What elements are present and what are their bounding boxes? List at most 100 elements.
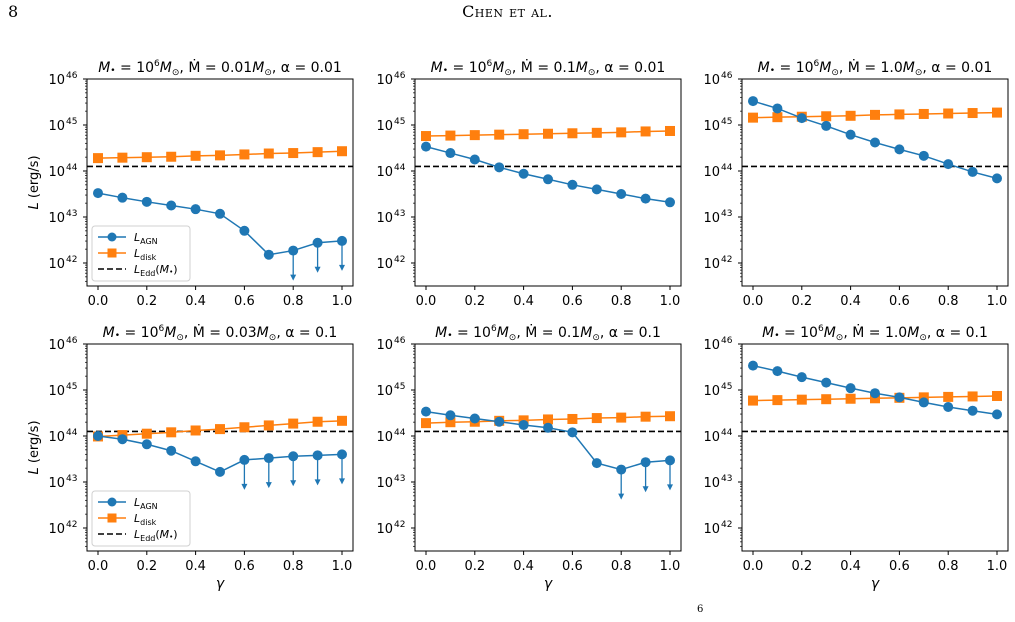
x-tick-label: 0.4 (185, 559, 206, 574)
x-tick-label: 0.6 (234, 294, 255, 309)
y-tick-label: 10 (376, 73, 393, 88)
agn-point (870, 388, 880, 399)
agn-point (421, 406, 431, 417)
disk-point (239, 422, 250, 433)
panel-title: M• = 106M⊙, Ṁ = 1.0M⊙, α = 0.01 (758, 58, 993, 78)
y-tick-label: 10 (48, 384, 65, 399)
agn-point (239, 225, 250, 236)
disk-point (870, 393, 880, 404)
disk-point (117, 152, 128, 163)
panel-1: M• = 106M⊙, Ṁ = 0.01M⊙, α = 0.01 0.0 0.2 0.… (27, 58, 354, 309)
y-tick-exponent: 44 (394, 428, 406, 438)
x-tick-label: 0.0 (88, 294, 109, 309)
y-tick-exponent: 46 (66, 336, 78, 346)
agn-point (943, 402, 954, 413)
y-tick-exponent: 45 (394, 382, 405, 392)
x-axis-label: γ (871, 576, 880, 592)
y-tick-exponent: 43 (66, 209, 77, 219)
upper-limit-arrowhead (618, 493, 625, 500)
y-tick-label: 10 (703, 257, 720, 272)
agn-point (215, 466, 225, 477)
disk-point (445, 130, 456, 141)
disk-point (543, 128, 553, 139)
disk-point (918, 392, 929, 403)
disk-point (821, 394, 832, 405)
x-tick-label: 0.8 (611, 294, 632, 309)
page-number: 8 (8, 2, 19, 21)
agn-point (845, 129, 856, 140)
agn-point (445, 148, 456, 159)
agn-point (967, 405, 978, 416)
disk-point (591, 413, 602, 424)
y-axis-label: L (erg/s) (27, 420, 42, 474)
disk-point (312, 416, 323, 427)
disk-point (215, 424, 225, 435)
x-tick-label: 0.8 (283, 559, 304, 574)
agn-point (772, 366, 783, 377)
disk-point (845, 110, 856, 121)
disk-point (421, 418, 431, 429)
upper-limit-arrowhead (290, 480, 297, 487)
disk-point (166, 151, 177, 162)
axes-frame (741, 343, 1009, 552)
upper-limit-arrowhead (667, 484, 673, 491)
disk-point (190, 425, 201, 436)
agn-point (943, 159, 954, 170)
panel-title: M• = 106M⊙, Ṁ = 0.1M⊙, α = 0.01 (431, 58, 666, 78)
panel-title: M• = 106M⊙, Ṁ = 0.1M⊙, α = 0.1 (435, 323, 661, 343)
x-tick-label: 0.6 (562, 559, 583, 574)
panel-title: M• = 106M⊙, Ṁ = 1.0M⊙, α = 0.1 (762, 323, 988, 343)
y-tick-exponent: 43 (394, 474, 405, 484)
agn-point (821, 377, 832, 388)
agn-point (918, 397, 929, 408)
legend-box (91, 225, 191, 282)
upper-limit-arrowhead (290, 274, 297, 281)
agn-point (518, 419, 529, 430)
x-tick-label: 0.2 (464, 559, 485, 574)
agn-point (543, 174, 553, 185)
disk-point (894, 109, 905, 120)
agn-point (821, 120, 832, 131)
agn-point (591, 458, 602, 469)
y-tick-label: 10 (48, 119, 65, 134)
agn-point (93, 188, 103, 199)
agn-point (263, 249, 274, 260)
y-tick-exponent: 45 (721, 117, 732, 127)
agn-point (190, 456, 201, 467)
agn-point (469, 413, 480, 424)
disk-point (821, 111, 832, 122)
y-tick-exponent: 43 (394, 209, 405, 219)
agn-point (166, 445, 177, 456)
panel-5: M• = 106M⊙, Ṁ = 0.1M⊙, α = 0.1 0.0 0.2 0.4 0… (376, 323, 682, 592)
disk-point (640, 126, 651, 137)
y-tick-label: 10 (703, 119, 720, 134)
x-tick-label: 0.0 (416, 294, 437, 309)
y-tick-label: 10 (376, 338, 393, 353)
x-tick-label: 0.4 (185, 294, 206, 309)
axes-frame (414, 78, 682, 287)
x-tick-label: 0.4 (513, 559, 534, 574)
x-tick-label: 0.4 (840, 294, 861, 309)
disk-point (567, 413, 578, 424)
y-tick-exponent: 42 (66, 520, 77, 530)
legend-disk-label: Ldisk (134, 512, 157, 527)
panel-6: M• = 106M⊙, Ṁ = 1.0M⊙, α = 0.1 0.0 0.2 0.4 0… (703, 323, 1009, 592)
upper-limit-arrowhead (339, 264, 345, 271)
y-tick-label: 10 (376, 119, 393, 134)
y-tick-exponent: 44 (66, 163, 78, 173)
axes-frame (86, 78, 354, 287)
agn-point (141, 439, 152, 450)
agn-point (543, 422, 553, 433)
x-tick-label: 0.8 (938, 294, 959, 309)
x-axis-label: γ (544, 576, 553, 592)
axes-frame (741, 78, 1009, 287)
disk-point (312, 147, 323, 158)
disk-point (263, 420, 274, 431)
disk-point (263, 148, 274, 159)
x-tick-label: 0.2 (136, 559, 157, 574)
agn-point (215, 208, 225, 219)
y-tick-exponent: 46 (721, 336, 733, 346)
disk-point (967, 108, 978, 119)
y-tick-exponent: 45 (721, 382, 732, 392)
x-tick-label: 1.0 (660, 294, 681, 309)
